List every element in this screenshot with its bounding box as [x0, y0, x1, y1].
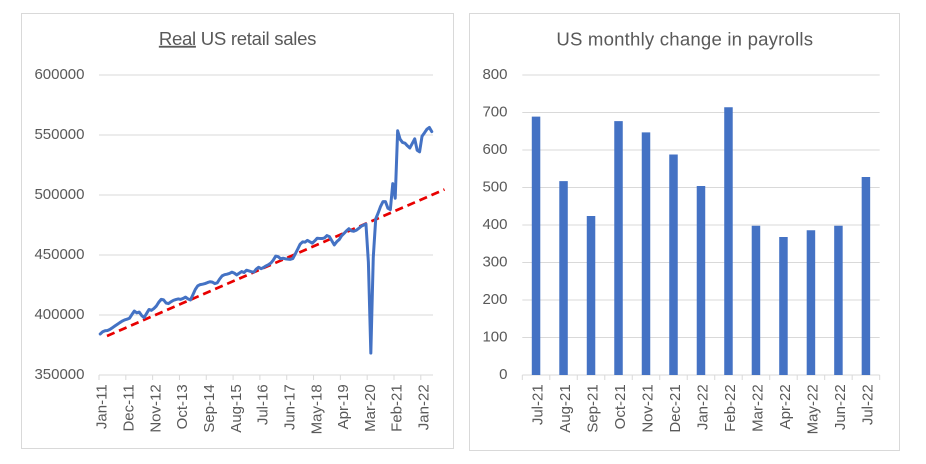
svg-text:Jun-17: Jun-17 [281, 384, 298, 430]
svg-text:Aug-15: Aug-15 [228, 384, 245, 432]
svg-text:Apr-22: Apr-22 [777, 384, 794, 429]
svg-text:Jan-22: Jan-22 [416, 384, 433, 430]
svg-text:400000: 400000 [34, 306, 84, 323]
svg-text:Jan-22: Jan-22 [694, 384, 711, 430]
svg-text:Nov-21: Nov-21 [640, 384, 657, 432]
svg-text:Mar-22: Mar-22 [749, 384, 766, 432]
svg-text:100: 100 [482, 329, 507, 346]
svg-text:600: 600 [482, 141, 507, 158]
svg-text:Sep-21: Sep-21 [585, 384, 602, 432]
svg-text:Feb-21: Feb-21 [389, 384, 406, 432]
svg-text:Jun-22: Jun-22 [832, 384, 849, 430]
svg-text:700: 700 [482, 104, 507, 121]
svg-text:300: 300 [482, 254, 507, 271]
svg-text:600000: 600000 [34, 66, 84, 83]
svg-text:350000: 350000 [34, 366, 84, 383]
svg-text:Real US retail sales: Real US retail sales [159, 28, 316, 49]
svg-text:Dec-11: Dec-11 [121, 384, 138, 431]
svg-text:800: 800 [482, 66, 507, 83]
svg-text:Jul-22: Jul-22 [859, 384, 876, 425]
svg-text:0: 0 [499, 366, 507, 383]
svg-text:Feb-22: Feb-22 [722, 384, 739, 432]
svg-text:US monthly change in payrolls: US monthly change in payrolls [556, 28, 813, 49]
svg-text:Jan-11: Jan-11 [94, 384, 111, 429]
svg-text:Jul-16: Jul-16 [255, 384, 272, 425]
svg-text:Oct-21: Oct-21 [612, 384, 629, 429]
svg-text:Jul-21: Jul-21 [530, 384, 547, 425]
svg-text:Sep-14: Sep-14 [201, 384, 218, 432]
svg-text:Nov-12: Nov-12 [147, 384, 164, 432]
svg-text:400: 400 [482, 216, 507, 233]
svg-text:Oct-13: Oct-13 [174, 384, 191, 429]
svg-text:500: 500 [482, 179, 507, 196]
svg-text:Dec-21: Dec-21 [667, 384, 684, 432]
svg-text:450000: 450000 [34, 246, 84, 263]
svg-text:May-18: May-18 [308, 384, 325, 434]
svg-text:Mar-20: Mar-20 [362, 384, 379, 432]
svg-text:550000: 550000 [34, 126, 84, 143]
svg-text:200: 200 [482, 291, 507, 308]
svg-text:May-22: May-22 [804, 384, 821, 434]
svg-text:Apr-19: Apr-19 [335, 384, 352, 429]
svg-text:Aug-21: Aug-21 [557, 384, 574, 432]
svg-text:500000: 500000 [34, 186, 84, 203]
